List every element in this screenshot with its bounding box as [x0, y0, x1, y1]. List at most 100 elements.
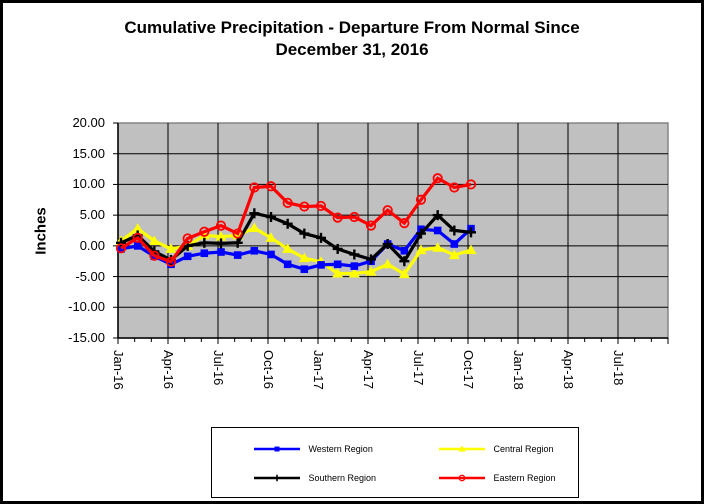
triangle-marker — [215, 231, 227, 241]
triangle-marker — [198, 229, 210, 240]
square-marker — [217, 248, 225, 256]
x-tick-label: Jan-16 — [111, 350, 126, 390]
legend[interactable]: Western Region Central Region Southern R… — [211, 427, 579, 498]
circle-marker — [315, 200, 327, 212]
square-marker — [300, 265, 309, 273]
circle-marker — [299, 201, 310, 212]
circle-marker — [449, 182, 460, 193]
x-tick-label: Apr-18 — [561, 350, 576, 390]
plot-area[interactable] — [108, 119, 674, 355]
legend-item-central[interactable]: Central Region — [439, 440, 554, 454]
triangle-marker — [415, 244, 427, 255]
square-marker — [183, 252, 192, 261]
legend-label-western: Western Region — [308, 443, 373, 454]
square-marker — [333, 260, 342, 269]
square-marker — [433, 226, 442, 235]
circle-marker — [182, 233, 193, 244]
circle-marker — [199, 226, 210, 237]
circle-marker — [432, 173, 443, 184]
circle-marker — [382, 205, 393, 216]
triangle-marker — [282, 243, 294, 253]
y-tick-label: 10.00 — [72, 176, 105, 192]
circle-marker — [215, 220, 227, 231]
central-line-marker-icon — [439, 445, 485, 452]
legend-item-eastern[interactable]: Eastern Region — [439, 469, 556, 483]
circle-marker — [282, 197, 293, 208]
chart-title-line2: December 31, 2016 — [275, 40, 429, 59]
square-marker — [117, 245, 125, 253]
southern-line-marker-icon — [254, 474, 300, 482]
circle-marker — [149, 250, 160, 261]
triangle-marker — [398, 268, 410, 279]
x-tick-label: Apr-16 — [161, 350, 176, 390]
square-marker — [350, 262, 359, 270]
circle-marker — [415, 194, 427, 205]
circle-marker — [399, 218, 410, 229]
legend-item-southern[interactable]: Southern Region — [254, 469, 376, 483]
x-tick-label: Jan-18 — [511, 350, 526, 390]
square-marker — [450, 240, 459, 248]
x-tick-label: Jan-17 — [311, 350, 326, 390]
eastern-line-marker-icon — [439, 474, 485, 482]
square-marker — [283, 260, 292, 269]
chart-title: Cumulative Precipitation - Departure Fro… — [3, 17, 701, 61]
y-tick-label: 20.00 — [72, 115, 105, 130]
square-marker — [267, 250, 275, 259]
triangle-marker — [148, 235, 160, 245]
x-tick-label: Oct-17 — [461, 350, 476, 390]
legend-item-western[interactable]: Western Region — [254, 440, 373, 454]
circle-marker — [265, 181, 277, 192]
x-tick-label: Oct-16 — [261, 350, 276, 390]
triangle-marker — [365, 266, 377, 276]
series-line — [120, 176, 472, 264]
square-marker — [250, 246, 259, 255]
square-marker — [274, 446, 280, 452]
triangle-marker — [465, 244, 477, 255]
y-tick-label: -10.00 — [68, 299, 105, 315]
x-tick-label: Apr-17 — [361, 350, 376, 390]
circle-marker — [365, 220, 377, 231]
legend-label-southern: Southern Region — [308, 472, 377, 483]
triangle-marker — [432, 242, 444, 252]
y-tick-label: 5.00 — [79, 207, 105, 223]
circle-marker — [332, 212, 343, 223]
triangle-marker — [265, 232, 277, 242]
x-tick-label: Jul-16 — [211, 350, 226, 386]
triangle-marker — [448, 249, 460, 260]
triangle-marker — [458, 445, 466, 452]
circle-marker — [349, 211, 360, 223]
series-line — [120, 227, 473, 271]
y-tick-label: -5.00 — [75, 268, 105, 284]
square-marker — [400, 246, 409, 255]
circle-marker — [465, 179, 477, 190]
y-tick-label: -15.00 — [68, 330, 105, 345]
chart-title-line1: Cumulative Precipitation - Departure Fro… — [124, 18, 580, 37]
square-marker — [133, 242, 142, 250]
circle-marker — [132, 232, 143, 243]
x-tick-label: Jul-18 — [611, 350, 626, 386]
circle-marker — [232, 228, 243, 239]
triangle-marker — [248, 222, 260, 233]
triangle-marker — [165, 243, 177, 253]
western-line-marker-icon — [254, 446, 300, 452]
triangle-marker — [348, 268, 360, 278]
circle-marker — [165, 256, 177, 267]
series-line — [120, 211, 472, 264]
square-marker — [233, 251, 242, 259]
circle-marker — [115, 243, 127, 254]
x-tick-label: Jul-17 — [411, 350, 426, 386]
y-tick-label: 15.00 — [72, 145, 105, 161]
triangle-marker — [132, 223, 144, 233]
square-marker — [317, 261, 325, 269]
triangle-marker — [382, 258, 394, 269]
circle-marker — [249, 182, 260, 193]
triangle-marker — [298, 252, 310, 263]
square-marker — [200, 249, 209, 258]
y-tick-label: 0.00 — [79, 237, 105, 253]
legend-label-central: Central Region — [493, 443, 554, 454]
triangle-marker — [332, 268, 344, 278]
legend-label-eastern: Eastern Region — [493, 472, 556, 483]
circle-marker — [458, 474, 466, 482]
series-line — [120, 226, 472, 277]
